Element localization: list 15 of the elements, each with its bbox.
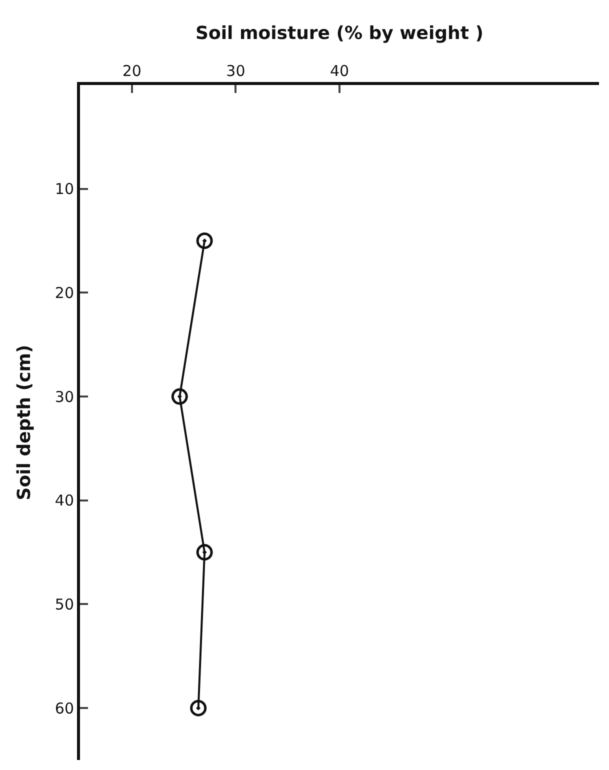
point <box>196 232 213 250</box>
y-tick-label: 60 <box>54 699 74 718</box>
x-tick-label: 30 <box>226 62 246 80</box>
y-tick-label: 50 <box>54 595 74 614</box>
y-tick-label: 40 <box>54 492 74 510</box>
y-tick-label: 30 <box>54 388 74 406</box>
y-axis-title: Soil depth (cm) <box>14 344 36 500</box>
y-tick-label: 20 <box>54 284 74 302</box>
point <box>190 700 207 716</box>
x-axis-title: Soil moisture (% by weight ) <box>196 23 484 44</box>
x-tick-label: 20 <box>122 62 142 80</box>
y-tick-label: 10 <box>54 180 74 198</box>
point <box>171 388 188 405</box>
point <box>196 544 213 561</box>
x-tick-label: 40 <box>330 62 350 80</box>
